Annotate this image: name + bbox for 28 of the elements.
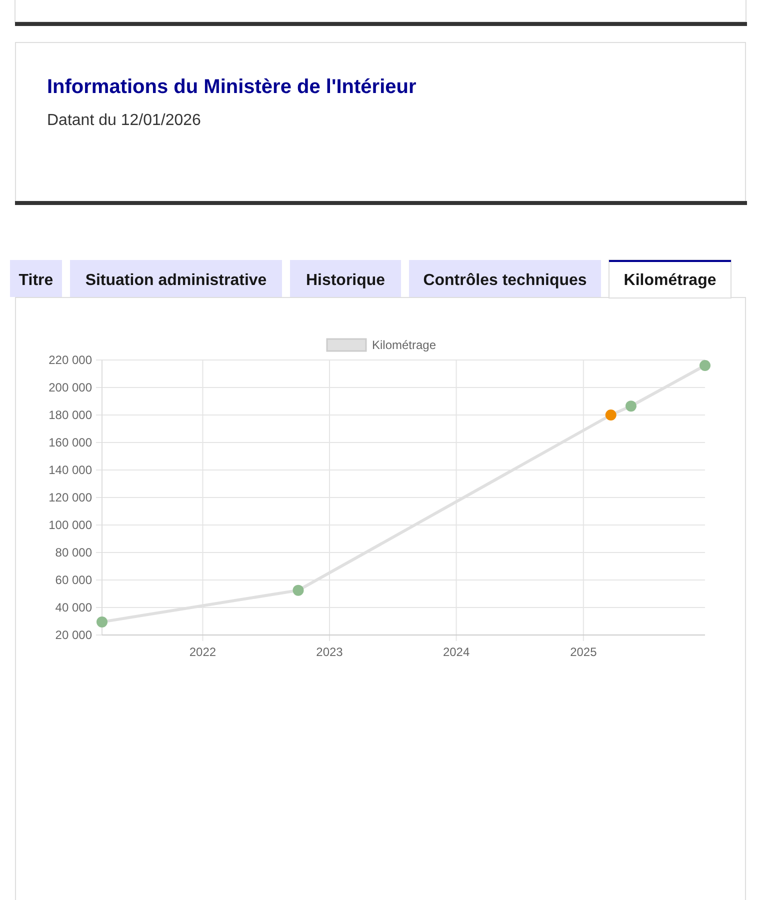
y-tick-label: 120 000: [48, 490, 92, 504]
y-tick-label: 160 000: [48, 436, 92, 450]
legend-label: Kilométrage: [372, 338, 436, 352]
x-tick-label: 2024: [442, 645, 470, 659]
x-tick-label: 2023: [316, 645, 344, 659]
y-tick-label: 20 000: [55, 628, 92, 642]
point: [292, 584, 304, 596]
y-tick-label: 180 000: [48, 408, 92, 422]
y-tick-label: 100 000: [48, 518, 92, 532]
point: [96, 616, 108, 628]
text: Situation administrative: [85, 272, 267, 289]
y-tick-label: 60 000: [55, 573, 92, 587]
x-tick-label: 2022: [189, 645, 216, 659]
text: Titre: [18, 272, 54, 289]
point: [700, 360, 710, 371]
y-tick-label: 40 000: [55, 600, 92, 614]
point: [626, 400, 637, 412]
y-tick-label: 220 000: [48, 353, 92, 367]
point: [605, 410, 616, 420]
y-tick-label: 200 000: [48, 380, 92, 394]
text: Kilométrage: [624, 272, 716, 289]
y-tick-label: 80 000: [55, 546, 92, 560]
chart-subtitle: Datant du 12/01/2026: [47, 112, 202, 129]
text: Contrôles techniques: [423, 272, 587, 289]
x-tick-label: 2025: [570, 645, 598, 659]
chart-title: Informations du Ministère de l'Intérieur: [47, 76, 416, 98]
text: Historique: [306, 272, 386, 289]
y-tick-label: 140 000: [48, 463, 92, 477]
